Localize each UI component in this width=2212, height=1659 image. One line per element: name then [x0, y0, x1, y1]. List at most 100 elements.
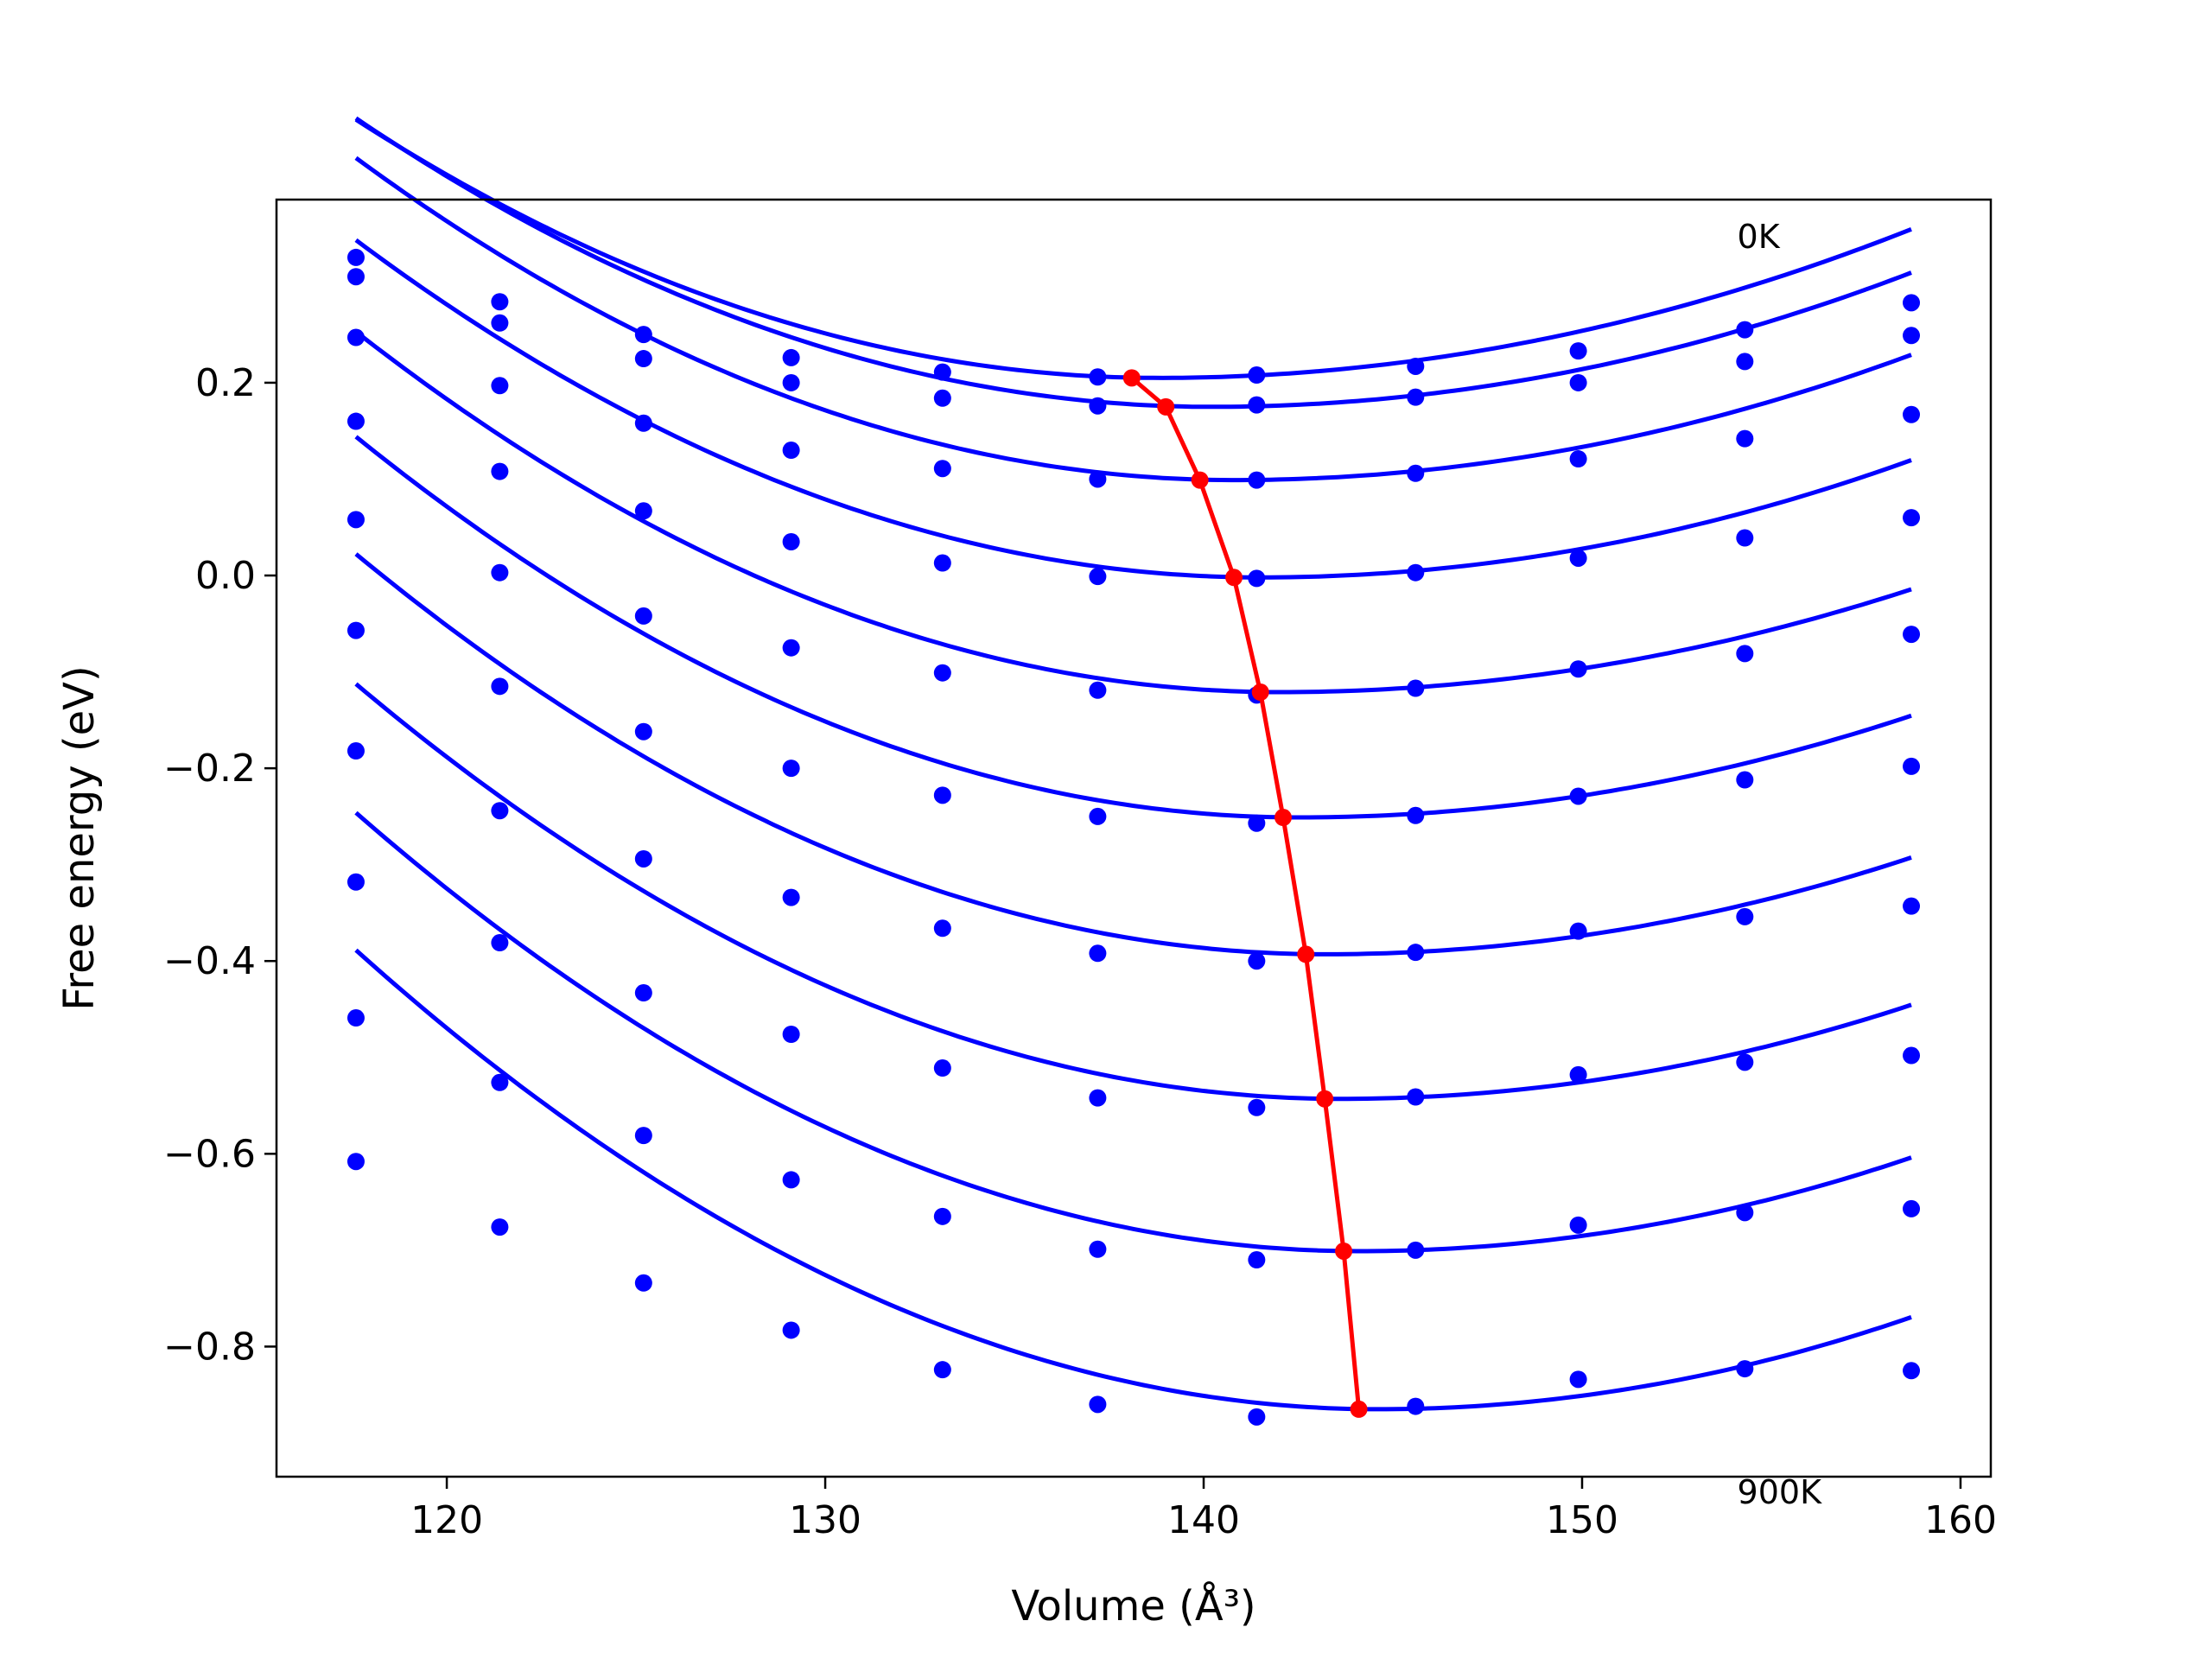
x-axis-ticks: 120 130 140 150 160: [410, 1477, 1997, 1542]
data-point: [1736, 1053, 1754, 1071]
data-point: [1248, 952, 1266, 970]
data-point: [1248, 366, 1266, 385]
y-tick-label: −0.6: [163, 1132, 256, 1176]
data-point: [1569, 342, 1587, 360]
data-point: [1736, 771, 1754, 789]
data-point: [1736, 907, 1754, 925]
data-point: [1248, 471, 1266, 489]
data-point: [933, 919, 951, 938]
data-point: [1089, 944, 1107, 963]
data-point: [1089, 1240, 1107, 1258]
data-point: [491, 314, 509, 332]
data-point: [933, 664, 951, 682]
data-point: [491, 293, 509, 311]
data-point: [346, 248, 365, 266]
x-tick-label: 120: [410, 1498, 483, 1542]
data-point: [933, 554, 951, 572]
data-point: [346, 621, 365, 639]
data-point: [1903, 757, 1921, 775]
data-point: [1569, 922, 1587, 940]
y-tick-label: −0.2: [163, 747, 256, 791]
data-point: [634, 502, 652, 520]
data-point: [1248, 1251, 1266, 1269]
temperature-annotation: 900K: [1738, 1473, 1823, 1511]
minimum-path: [1122, 369, 1368, 1418]
data-point: [782, 1171, 800, 1189]
minimum-point: [1225, 569, 1243, 587]
data-point: [1736, 321, 1754, 339]
y-tick-label: −0.4: [163, 939, 256, 983]
x-tick-label: 130: [789, 1498, 861, 1542]
minimum-point: [1335, 1242, 1353, 1260]
data-point: [1089, 470, 1107, 488]
data-point: [491, 563, 509, 582]
minimum-point: [1297, 945, 1315, 963]
data-point: [634, 607, 652, 625]
data-point: [782, 532, 800, 550]
data-point: [782, 442, 800, 460]
temperature-annotation: 0K: [1738, 218, 1781, 256]
fit-curve-7: [354, 682, 1912, 1102]
data-point: [1089, 681, 1107, 699]
data-point: [634, 1274, 652, 1292]
data-point: [491, 802, 509, 820]
fit-curve-3: [354, 238, 1912, 580]
data-point: [1089, 368, 1107, 386]
data-point: [634, 984, 652, 1002]
data-point: [1736, 645, 1754, 663]
data-point: [1903, 405, 1921, 423]
data-point: [1569, 450, 1587, 468]
data-point: [634, 326, 652, 344]
x-axis-label: Volume (Å³): [1011, 1581, 1255, 1630]
minimum-point: [1157, 397, 1175, 416]
data-point: [1407, 1088, 1425, 1106]
data-point: [346, 412, 365, 430]
fit-curve-5: [354, 435, 1912, 820]
data-point: [782, 639, 800, 657]
data-point: [1569, 660, 1587, 678]
data-point: [1407, 563, 1425, 582]
data-point: [346, 511, 365, 529]
annotations: 0K 900K: [1738, 218, 1823, 1511]
data-point: [1903, 327, 1921, 345]
fit-curve-2: [354, 156, 1912, 483]
data-point: [1407, 1241, 1425, 1259]
data-point: [634, 722, 652, 741]
data-point: [1248, 396, 1266, 414]
data-point: [1407, 388, 1425, 406]
minimum-point: [1316, 1090, 1334, 1108]
data-point: [1089, 1089, 1107, 1107]
data-point: [346, 1153, 365, 1171]
data-point: [346, 328, 365, 346]
y-axis-label: Free energy (eV): [55, 665, 104, 1010]
data-point: [782, 1025, 800, 1043]
fit-curve-8: [354, 810, 1912, 1254]
data-point: [1736, 529, 1754, 547]
data-point: [1089, 807, 1107, 825]
minimum-point: [1251, 683, 1269, 702]
data-point: [1248, 569, 1266, 588]
data-point: [1569, 549, 1587, 567]
data-point: [1407, 806, 1425, 824]
data-point: [1736, 1360, 1754, 1378]
data-point: [1903, 1046, 1921, 1065]
data-point: [1089, 568, 1107, 586]
minimum-point: [1274, 809, 1292, 827]
data-point: [1089, 397, 1107, 415]
data-point: [1736, 429, 1754, 448]
x-tick-label: 150: [1546, 1498, 1618, 1542]
plot-frame: [275, 198, 1993, 1478]
data-point: [1569, 1370, 1587, 1389]
data-point: [1407, 944, 1425, 962]
data-point: [1248, 814, 1266, 832]
data-point: [491, 677, 509, 696]
y-axis-ticks: 0.2 0.0 −0.2 −0.4 −0.6 −0.8: [163, 361, 276, 1369]
data-point: [1407, 357, 1425, 375]
data-point: [1903, 1199, 1921, 1217]
data-point: [933, 1059, 951, 1077]
data-point: [491, 1073, 509, 1091]
fit-curve-6: [354, 552, 1912, 957]
data-point: [1736, 353, 1754, 371]
data-point: [1569, 1065, 1587, 1084]
